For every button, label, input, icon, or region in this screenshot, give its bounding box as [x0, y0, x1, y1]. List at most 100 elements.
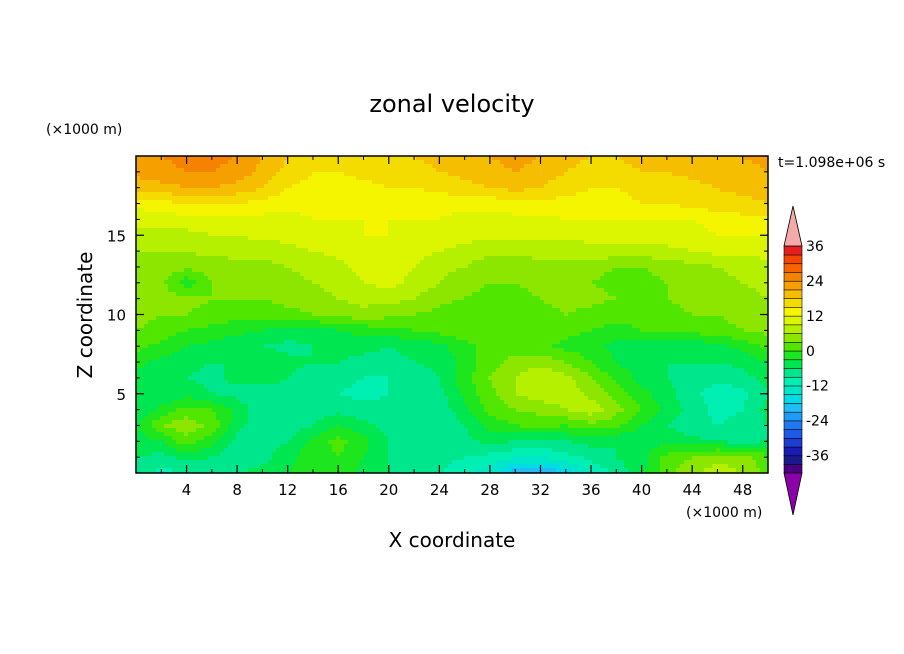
field-cell: [464, 204, 469, 209]
field-cell: [420, 156, 425, 161]
field-cell: [444, 264, 449, 269]
field-cell: [532, 232, 537, 237]
field-cell: [300, 220, 305, 225]
field-cell: [636, 160, 641, 165]
field-cell: [444, 172, 449, 177]
field-cell: [200, 248, 205, 253]
field-cell: [508, 240, 513, 245]
field-cell: [588, 224, 593, 229]
field-cell: [296, 232, 301, 237]
field-cell: [184, 172, 189, 177]
field-cell: [724, 260, 729, 265]
field-cell: [412, 276, 417, 281]
field-cell: [508, 180, 513, 185]
field-cell: [440, 200, 445, 205]
field-cell: [208, 196, 213, 201]
field-cell: [448, 216, 453, 221]
field-cell: [268, 156, 273, 161]
field-cell: [512, 224, 517, 229]
field-cell: [304, 196, 309, 201]
field-cell: [532, 204, 537, 209]
field-cell: [748, 168, 753, 173]
field-cell: [344, 248, 349, 253]
field-cell: [272, 224, 277, 229]
field-cell: [752, 160, 757, 165]
field-cell: [212, 276, 217, 281]
field-cell: [444, 176, 449, 181]
field-cell: [492, 200, 497, 205]
field-cell: [352, 204, 357, 209]
field-cell: [404, 248, 409, 253]
field-cell: [656, 208, 661, 213]
field-cell: [408, 196, 413, 201]
field-cell: [332, 220, 337, 225]
field-cell: [660, 168, 665, 173]
field-cell: [424, 236, 429, 241]
field-cell: [684, 176, 689, 181]
field-cell: [324, 268, 329, 273]
field-cell: [316, 272, 321, 277]
field-cell: [728, 252, 733, 257]
field-cell: [272, 164, 277, 169]
field-cell: [668, 260, 673, 265]
field-cell: [540, 172, 545, 177]
field-cell: [196, 280, 201, 285]
field-cell: [704, 192, 709, 197]
field-cell: [180, 168, 185, 173]
field-cell: [408, 156, 413, 161]
field-cell: [748, 264, 753, 269]
field-cell: [388, 232, 393, 237]
field-cell: [484, 188, 489, 193]
field-cell: [600, 268, 605, 273]
field-cell: [612, 260, 617, 265]
field-cell: [496, 156, 501, 161]
field-cell: [380, 268, 385, 273]
field-cell: [428, 240, 433, 245]
field-cell: [752, 252, 757, 257]
field-cell: [388, 228, 393, 233]
field-cell: [368, 188, 373, 193]
field-cell: [360, 216, 365, 221]
field-cell: [680, 180, 685, 185]
field-cell: [540, 248, 545, 253]
field-cell: [712, 172, 717, 177]
field-cell: [356, 200, 361, 205]
field-cell: [280, 188, 285, 193]
field-cell: [704, 220, 709, 225]
field-cell: [172, 240, 177, 245]
field-cell: [296, 188, 301, 193]
field-cell: [756, 224, 761, 229]
field-cell: [296, 260, 301, 265]
field-cell: [636, 272, 641, 277]
field-cell: [672, 224, 677, 229]
field-cell: [180, 276, 185, 281]
field-cell: [568, 192, 573, 197]
field-cell: [640, 164, 645, 169]
field-cell: [408, 204, 413, 209]
field-cell: [248, 200, 253, 205]
field-cell: [480, 196, 485, 201]
field-cell: [532, 228, 537, 233]
field-cell: [596, 172, 601, 177]
field-cell: [580, 196, 585, 201]
field-cell: [316, 268, 321, 273]
field-cell: [556, 156, 561, 161]
field-cell: [144, 160, 149, 165]
field-cell: [508, 192, 513, 197]
field-cell: [568, 252, 573, 257]
field-cell: [252, 212, 257, 217]
field-cell: [444, 248, 449, 253]
field-cell: [228, 236, 233, 241]
field-cell: [612, 264, 617, 269]
field-cell: [644, 184, 649, 189]
field-cell: [564, 196, 569, 201]
field-cell: [684, 212, 689, 217]
field-cell: [332, 200, 337, 205]
field-cell: [376, 236, 381, 241]
field-cell: [308, 268, 313, 273]
field-cell: [436, 240, 441, 245]
field-cell: [580, 276, 585, 281]
field-cell: [288, 188, 293, 193]
field-cell: [372, 260, 377, 265]
field-cell: [220, 208, 225, 213]
